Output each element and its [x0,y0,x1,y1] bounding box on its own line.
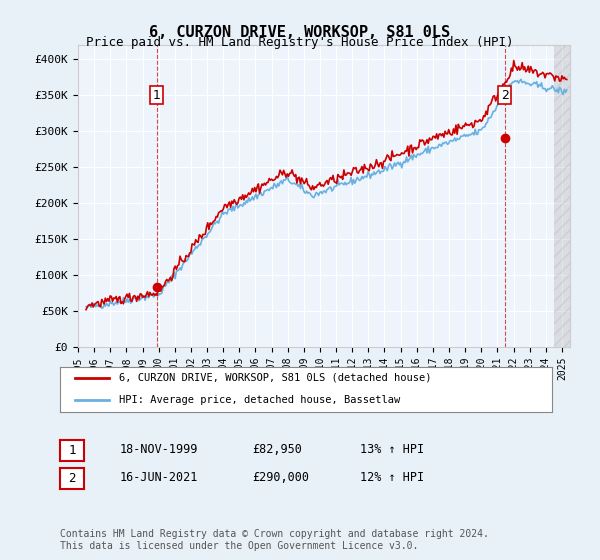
Text: Price paid vs. HM Land Registry's House Price Index (HPI): Price paid vs. HM Land Registry's House … [86,36,514,49]
Text: 1: 1 [153,88,161,102]
Text: 16-JUN-2021: 16-JUN-2021 [120,471,199,484]
Text: £82,950: £82,950 [252,443,302,456]
Text: HPI: Average price, detached house, Bassetlaw: HPI: Average price, detached house, Bass… [119,395,400,405]
Text: 6, CURZON DRIVE, WORKSOP, S81 0LS: 6, CURZON DRIVE, WORKSOP, S81 0LS [149,25,451,40]
Text: 6, CURZON DRIVE, WORKSOP, S81 0LS (detached house): 6, CURZON DRIVE, WORKSOP, S81 0LS (detac… [119,373,431,383]
Text: 1: 1 [68,444,76,457]
Bar [554,45,570,347]
Text: Contains HM Land Registry data © Crown copyright and database right 2024.
This d: Contains HM Land Registry data © Crown c… [60,529,489,551]
Text: 2: 2 [68,472,76,485]
Text: 12% ↑ HPI: 12% ↑ HPI [360,471,424,484]
Text: 18-NOV-1999: 18-NOV-1999 [120,443,199,456]
Text: 13% ↑ HPI: 13% ↑ HPI [360,443,424,456]
Text: £290,000: £290,000 [252,471,309,484]
Text: 2: 2 [501,88,509,102]
